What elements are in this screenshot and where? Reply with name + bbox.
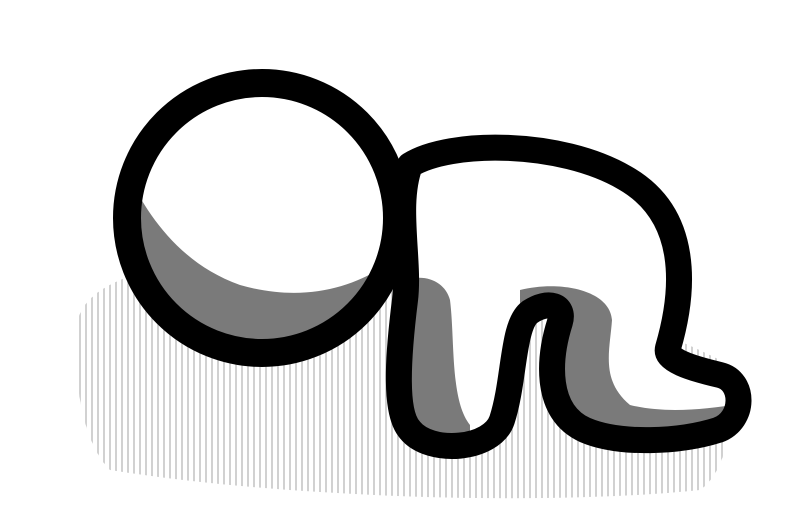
head-circle <box>113 69 411 367</box>
body-shape <box>385 134 752 459</box>
